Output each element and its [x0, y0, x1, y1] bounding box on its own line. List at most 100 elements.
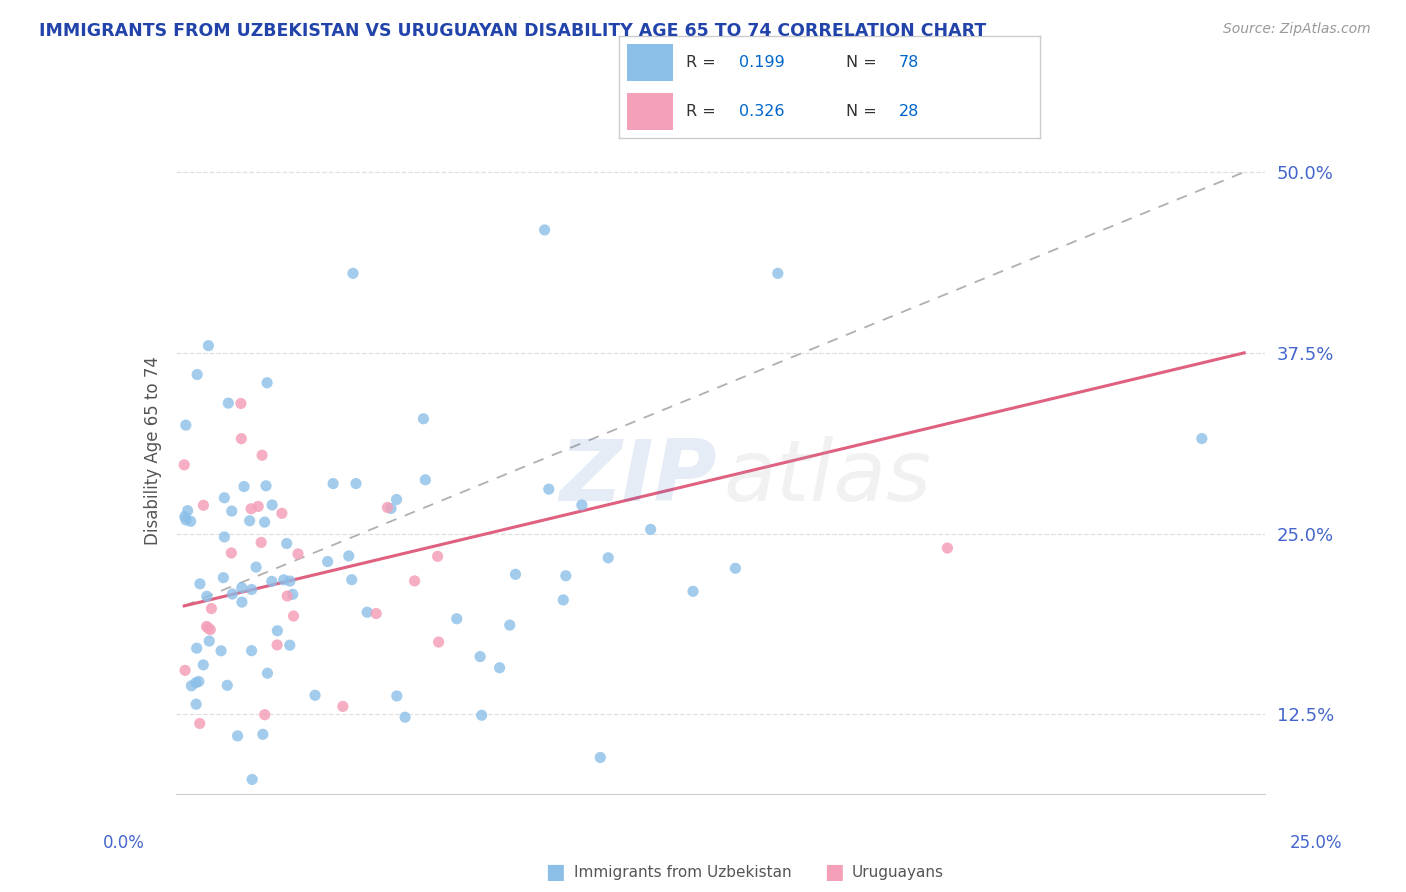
- Point: [553, 593, 575, 607]
- Point: [377, 500, 399, 515]
- Text: N =: N =: [846, 54, 883, 70]
- Point: [340, 573, 363, 587]
- Point: [233, 479, 256, 493]
- Point: [217, 396, 239, 410]
- Point: [724, 561, 747, 575]
- Text: 28: 28: [900, 104, 920, 120]
- Point: [427, 635, 450, 649]
- Text: ■: ■: [824, 863, 844, 882]
- Point: [260, 574, 283, 589]
- Point: [385, 492, 408, 507]
- Point: [304, 688, 326, 702]
- Point: [682, 584, 704, 599]
- Point: [598, 550, 620, 565]
- Text: 0.0%: 0.0%: [103, 834, 145, 852]
- Point: [195, 619, 218, 633]
- Point: [240, 643, 263, 657]
- Point: [231, 581, 253, 595]
- Point: [287, 547, 309, 561]
- Point: [226, 729, 249, 743]
- Text: IMMIGRANTS FROM UZBEKISTAN VS URUGUAYAN DISABILITY AGE 65 TO 74 CORRELATION CHAR: IMMIGRANTS FROM UZBEKISTAN VS URUGUAYAN …: [39, 22, 987, 40]
- Point: [193, 657, 215, 672]
- FancyBboxPatch shape: [627, 44, 673, 81]
- Point: [332, 699, 354, 714]
- Point: [214, 530, 236, 544]
- Point: [366, 607, 388, 621]
- Point: [174, 513, 197, 527]
- Text: 25.0%: 25.0%: [1291, 834, 1343, 852]
- Point: [184, 675, 207, 690]
- Point: [589, 750, 612, 764]
- Point: [198, 634, 221, 648]
- Point: [356, 605, 378, 619]
- Point: [394, 710, 416, 724]
- Point: [200, 623, 222, 637]
- Point: [240, 772, 263, 787]
- Text: R =: R =: [686, 104, 721, 120]
- Text: atlas: atlas: [724, 436, 932, 519]
- Point: [337, 549, 360, 563]
- Point: [250, 448, 273, 462]
- Point: [488, 661, 510, 675]
- Point: [273, 573, 295, 587]
- Text: 0.326: 0.326: [740, 104, 785, 120]
- Point: [256, 376, 278, 390]
- Point: [276, 536, 298, 550]
- Text: R =: R =: [686, 54, 721, 70]
- Text: Uruguayans: Uruguayans: [852, 865, 943, 880]
- Point: [197, 621, 219, 635]
- Point: [186, 641, 208, 656]
- Point: [253, 707, 276, 722]
- Point: [209, 644, 232, 658]
- Point: [197, 338, 219, 352]
- Point: [270, 506, 292, 520]
- Point: [214, 491, 236, 505]
- Text: Source: ZipAtlas.com: Source: ZipAtlas.com: [1223, 22, 1371, 37]
- Point: [186, 368, 208, 382]
- Point: [247, 500, 270, 514]
- Point: [471, 708, 494, 723]
- Point: [533, 223, 555, 237]
- Point: [200, 601, 222, 615]
- Point: [240, 501, 263, 516]
- Point: [217, 678, 239, 692]
- Point: [537, 482, 560, 496]
- Point: [240, 582, 263, 597]
- Point: [221, 546, 243, 560]
- Point: [278, 638, 301, 652]
- Point: [187, 674, 209, 689]
- Point: [380, 501, 402, 516]
- Point: [1191, 432, 1213, 446]
- Point: [239, 514, 262, 528]
- Point: [173, 458, 195, 472]
- Text: Immigrants from Uzbekistan: Immigrants from Uzbekistan: [574, 865, 792, 880]
- Point: [229, 396, 252, 410]
- Point: [231, 595, 253, 609]
- Point: [266, 638, 288, 652]
- FancyBboxPatch shape: [627, 93, 673, 130]
- Text: ■: ■: [546, 863, 565, 882]
- Point: [186, 697, 208, 711]
- Point: [446, 612, 468, 626]
- Point: [188, 577, 211, 591]
- Text: N =: N =: [846, 104, 883, 120]
- Point: [193, 498, 215, 512]
- Point: [195, 589, 218, 603]
- Point: [342, 266, 364, 280]
- Point: [936, 541, 959, 555]
- Point: [322, 476, 344, 491]
- Point: [252, 727, 274, 741]
- Point: [426, 549, 449, 564]
- Point: [554, 568, 576, 582]
- Point: [173, 509, 195, 524]
- Point: [283, 609, 305, 624]
- Point: [212, 571, 235, 585]
- Y-axis label: Disability Age 65 to 74: Disability Age 65 to 74: [143, 356, 162, 545]
- Point: [640, 522, 662, 536]
- Point: [281, 587, 304, 601]
- Point: [250, 535, 273, 549]
- Point: [404, 574, 426, 588]
- Point: [262, 498, 284, 512]
- Point: [766, 266, 789, 280]
- Point: [253, 515, 276, 529]
